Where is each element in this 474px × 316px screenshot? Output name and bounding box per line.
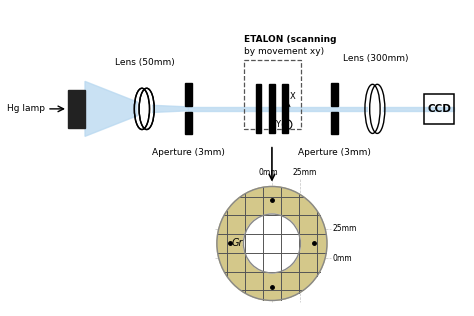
Text: Aperture (3mm): Aperture (3mm) [298, 148, 371, 157]
Text: 25mm: 25mm [292, 168, 316, 177]
Bar [185, 83, 192, 106]
Text: ETALON (scanning: ETALON (scanning [245, 35, 337, 44]
Bar [331, 112, 338, 134]
Bar [185, 112, 192, 134]
Text: Lens (50mm): Lens (50mm) [115, 58, 174, 67]
Circle shape [217, 186, 327, 301]
Bar [256, 84, 262, 133]
Text: Grid: Grid [231, 239, 252, 248]
Bar [424, 94, 454, 124]
Bar [68, 90, 85, 128]
Circle shape [244, 214, 301, 273]
Ellipse shape [369, 85, 382, 133]
Text: by movement xy): by movement xy) [245, 47, 325, 56]
Bar [245, 60, 301, 129]
Text: 0mm: 0mm [258, 168, 278, 177]
Polygon shape [189, 107, 454, 111]
Text: Hg lamp: Hg lamp [7, 104, 45, 113]
Text: 0mm: 0mm [333, 254, 352, 263]
Bar [269, 84, 275, 133]
Polygon shape [145, 105, 189, 113]
Text: X: X [290, 92, 296, 100]
Ellipse shape [138, 89, 151, 129]
Text: 25mm: 25mm [333, 224, 357, 233]
Text: Lens (300mm): Lens (300mm) [343, 54, 408, 63]
Text: Aperture (3mm): Aperture (3mm) [152, 148, 225, 157]
Text: Y: Y [275, 120, 281, 129]
Text: CCD: CCD [427, 104, 451, 114]
Bar [331, 83, 338, 106]
Polygon shape [85, 82, 145, 137]
Bar [283, 84, 288, 133]
